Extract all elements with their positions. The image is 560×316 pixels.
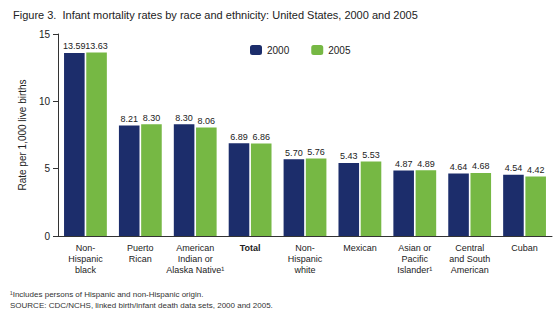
svg-text:4.89: 4.89 xyxy=(417,159,435,169)
svg-text:SOURCE: CDC/NCHS, linked birth: SOURCE: CDC/NCHS, linked birth/infant de… xyxy=(10,301,273,310)
svg-text:Rate per 1,000 live births: Rate per 1,000 live births xyxy=(17,79,28,190)
svg-text:Non-: Non- xyxy=(295,243,315,253)
svg-text:0: 0 xyxy=(44,231,50,242)
svg-text:4.42: 4.42 xyxy=(527,165,545,175)
svg-text:Central: Central xyxy=(455,243,484,253)
svg-text:4.68: 4.68 xyxy=(472,161,490,171)
svg-text:Non-: Non- xyxy=(76,243,96,253)
svg-text:13.63: 13.63 xyxy=(85,41,108,51)
svg-text:white: white xyxy=(293,265,315,275)
svg-text:6.89: 6.89 xyxy=(230,132,248,142)
svg-text:2000: 2000 xyxy=(267,45,290,56)
svg-text:Indian or: Indian or xyxy=(178,254,213,264)
svg-text:Alaska Native¹: Alaska Native¹ xyxy=(166,265,224,275)
svg-text:Islander¹: Islander¹ xyxy=(397,265,432,275)
svg-text:and South: and South xyxy=(449,254,490,264)
svg-text:15: 15 xyxy=(39,29,51,40)
svg-text:Cuban: Cuban xyxy=(511,243,538,253)
svg-text:Figure 3. Infant mortality ra: Figure 3. Infant mortality rates by race… xyxy=(13,9,418,21)
svg-text:Puerto: Puerto xyxy=(127,243,154,253)
svg-text:5.70: 5.70 xyxy=(285,148,303,158)
svg-text:4.64: 4.64 xyxy=(450,162,468,172)
svg-text:2005: 2005 xyxy=(328,45,351,56)
svg-text:American: American xyxy=(451,265,489,275)
svg-text:Total: Total xyxy=(240,243,261,253)
svg-text:¹Includes persons of Hispanic: ¹Includes persons of Hispanic and non-Hi… xyxy=(10,290,203,299)
svg-text:6.86: 6.86 xyxy=(252,132,270,142)
svg-text:Hispanic: Hispanic xyxy=(68,254,103,264)
svg-text:4.54: 4.54 xyxy=(505,163,523,173)
svg-text:Pacific: Pacific xyxy=(402,254,429,264)
svg-text:Hispanic: Hispanic xyxy=(288,254,323,264)
svg-text:8.06: 8.06 xyxy=(198,116,216,126)
svg-text:13.59: 13.59 xyxy=(63,41,86,51)
svg-text:Mexican: Mexican xyxy=(343,243,377,253)
svg-text:5.43: 5.43 xyxy=(340,151,358,161)
svg-text:black: black xyxy=(75,265,97,275)
svg-text:8.30: 8.30 xyxy=(175,113,193,123)
svg-text:American: American xyxy=(176,243,214,253)
svg-text:8.21: 8.21 xyxy=(120,114,138,124)
svg-text:8.30: 8.30 xyxy=(143,113,161,123)
svg-text:5.76: 5.76 xyxy=(307,147,325,157)
svg-text:Asian or: Asian or xyxy=(398,243,431,253)
svg-text:4.87: 4.87 xyxy=(395,159,413,169)
svg-text:Rican: Rican xyxy=(129,254,152,264)
svg-text:5: 5 xyxy=(44,163,50,174)
svg-text:10: 10 xyxy=(39,96,51,107)
svg-text:5.53: 5.53 xyxy=(362,150,380,160)
